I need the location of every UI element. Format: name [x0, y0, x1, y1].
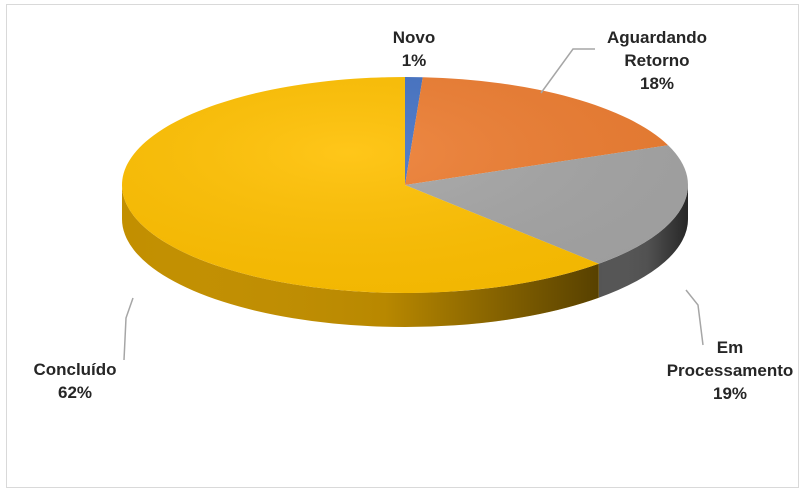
data-label-line: 18%: [640, 74, 674, 93]
data-label-line: Retorno: [624, 51, 689, 70]
leader-lines: [123, 48, 704, 361]
data-label-line: Em: [717, 338, 743, 357]
data-label-line: Aguardando: [607, 28, 707, 47]
pie-top-highlight: [122, 77, 688, 293]
data-label-novo: Novo 1%: [393, 28, 436, 70]
pie-side-shading: [598, 185, 688, 298]
data-label-aguardando-retorno: Aguardando Retorno 18%: [607, 28, 707, 93]
data-label-line: Processamento: [667, 361, 794, 380]
leader-line-em-processamento: [685, 289, 704, 346]
data-label-line: 1%: [402, 51, 427, 70]
leader-line-aguardando-retorno: [540, 48, 595, 94]
data-label-concluido: Concluído 62%: [33, 360, 116, 402]
data-label-line: 19%: [713, 384, 747, 403]
data-label-em-processamento: Em Processamento 19%: [667, 338, 794, 403]
pie-side-shading: [121, 185, 599, 327]
data-label-line: 62%: [58, 383, 92, 402]
data-label-line: Novo: [393, 28, 436, 47]
pie-top-faces: [121, 77, 688, 293]
pie-side-walls: [121, 185, 688, 327]
data-label-line: Concluído: [33, 360, 116, 379]
data-labels: Novo 1% Aguardando Retorno 18% Em Processament…: [33, 28, 793, 403]
leader-line-concluido: [123, 297, 134, 361]
